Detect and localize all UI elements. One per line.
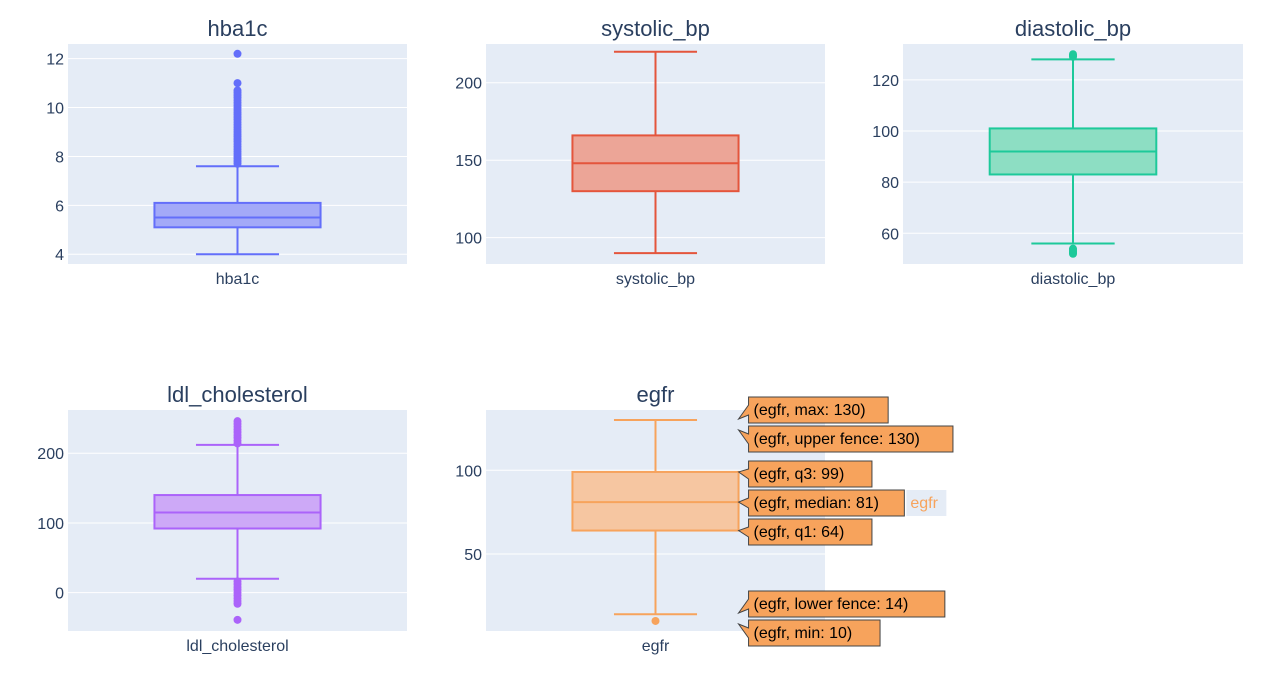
hover-label: (egfr, upper fence: 130) xyxy=(737,425,954,453)
hover-label-box xyxy=(737,590,946,618)
y-tick-label: 150 xyxy=(455,153,482,170)
y-tick-label: 100 xyxy=(455,463,482,480)
y-tick-label: 100 xyxy=(37,516,64,533)
subplot-title: systolic_bp xyxy=(601,16,710,41)
y-tick-label: 80 xyxy=(881,175,899,192)
subplot-diastolic_bp: 60 80 100 120 diastolic_bp diastolic_bp xyxy=(872,16,1243,288)
x-axis-label: ldl_cholesterol xyxy=(186,638,288,655)
outlier-point xyxy=(233,615,242,624)
y-tick-label: 200 xyxy=(455,76,482,93)
subplot-title: hba1c xyxy=(208,16,268,41)
subplot-title: egfr xyxy=(637,382,675,407)
outlier-point xyxy=(1069,244,1077,253)
x-axis-label: diastolic_bp xyxy=(1031,271,1116,288)
hover-label-box xyxy=(737,518,873,546)
x-axis-label: systolic_bp xyxy=(616,271,695,288)
y-tick-label: 8 xyxy=(55,149,64,166)
y-tick-label: 0 xyxy=(55,586,64,603)
y-tick-label: 12 xyxy=(46,52,64,69)
y-tick-label: 100 xyxy=(455,231,482,248)
trace-name-tag: egfr xyxy=(910,495,938,512)
y-tick-label: 100 xyxy=(872,124,899,141)
outlier-point xyxy=(233,86,242,95)
hover-label: (egfr, q3: 99) xyxy=(737,460,873,488)
hover-label-box xyxy=(737,425,954,453)
hover-label: (egfr, median: 81) xyxy=(737,489,905,517)
y-tick-label: 6 xyxy=(55,198,64,215)
hover-label-box xyxy=(737,489,905,517)
hover-label-text: (egfr, q1: 64) xyxy=(754,524,845,541)
hover-label-box xyxy=(737,396,889,424)
hover-label: (egfr, lower fence: 14) xyxy=(737,590,946,618)
outlier-point xyxy=(233,49,242,58)
y-tick-label: 200 xyxy=(37,446,64,463)
hover-label: (egfr, min: 10) xyxy=(737,619,881,647)
y-tick-label: 50 xyxy=(464,547,482,564)
hover-label-box xyxy=(737,460,873,488)
hover-label-text: (egfr, lower fence: 14) xyxy=(754,596,909,613)
outlier-point xyxy=(233,79,242,88)
subplot-hba1c: 4 6 8 10 12 hba1c hba1c xyxy=(46,16,407,288)
subplot-ldl_cholesterol: 0 100 200 ldl_cholesterol ldl_cholesterol xyxy=(37,382,407,655)
subplot-systolic_bp: 100 150 200 systolic_bp systolic_bp xyxy=(455,16,825,288)
hover-label: (egfr, q1: 64) xyxy=(737,518,873,546)
hover-label-box xyxy=(737,619,881,647)
y-tick-label: 120 xyxy=(872,73,899,90)
outlier-point xyxy=(1069,50,1077,59)
y-tick-label: 4 xyxy=(55,247,64,264)
hover-label: (egfr, max: 130) xyxy=(737,396,889,424)
outlier-point xyxy=(233,577,242,586)
hover-label-text: (egfr, median: 81) xyxy=(754,495,879,512)
hover-label-text: (egfr, min: 10) xyxy=(754,625,853,642)
outlier-point xyxy=(651,616,660,625)
hover-label-text: (egfr, upper fence: 130) xyxy=(754,431,920,448)
x-axis-label: egfr xyxy=(642,638,670,655)
y-tick-label: 60 xyxy=(881,226,899,243)
hover-label-text: (egfr, q3: 99) xyxy=(754,466,845,483)
subplot-title: ldl_cholesterol xyxy=(167,382,308,407)
outlier-point xyxy=(233,417,242,426)
x-axis-label: hba1c xyxy=(216,271,260,288)
subplot-title: diastolic_bp xyxy=(1015,16,1131,41)
hover-label-text: (egfr, max: 130) xyxy=(754,402,866,419)
iqr-box xyxy=(153,201,322,229)
trace-name-bg xyxy=(906,490,947,516)
subplot-egfr: 50 100 egfr egfr (egfr, max: 130) (egfr, uppe… xyxy=(455,382,954,655)
y-tick-label: 10 xyxy=(46,101,64,118)
